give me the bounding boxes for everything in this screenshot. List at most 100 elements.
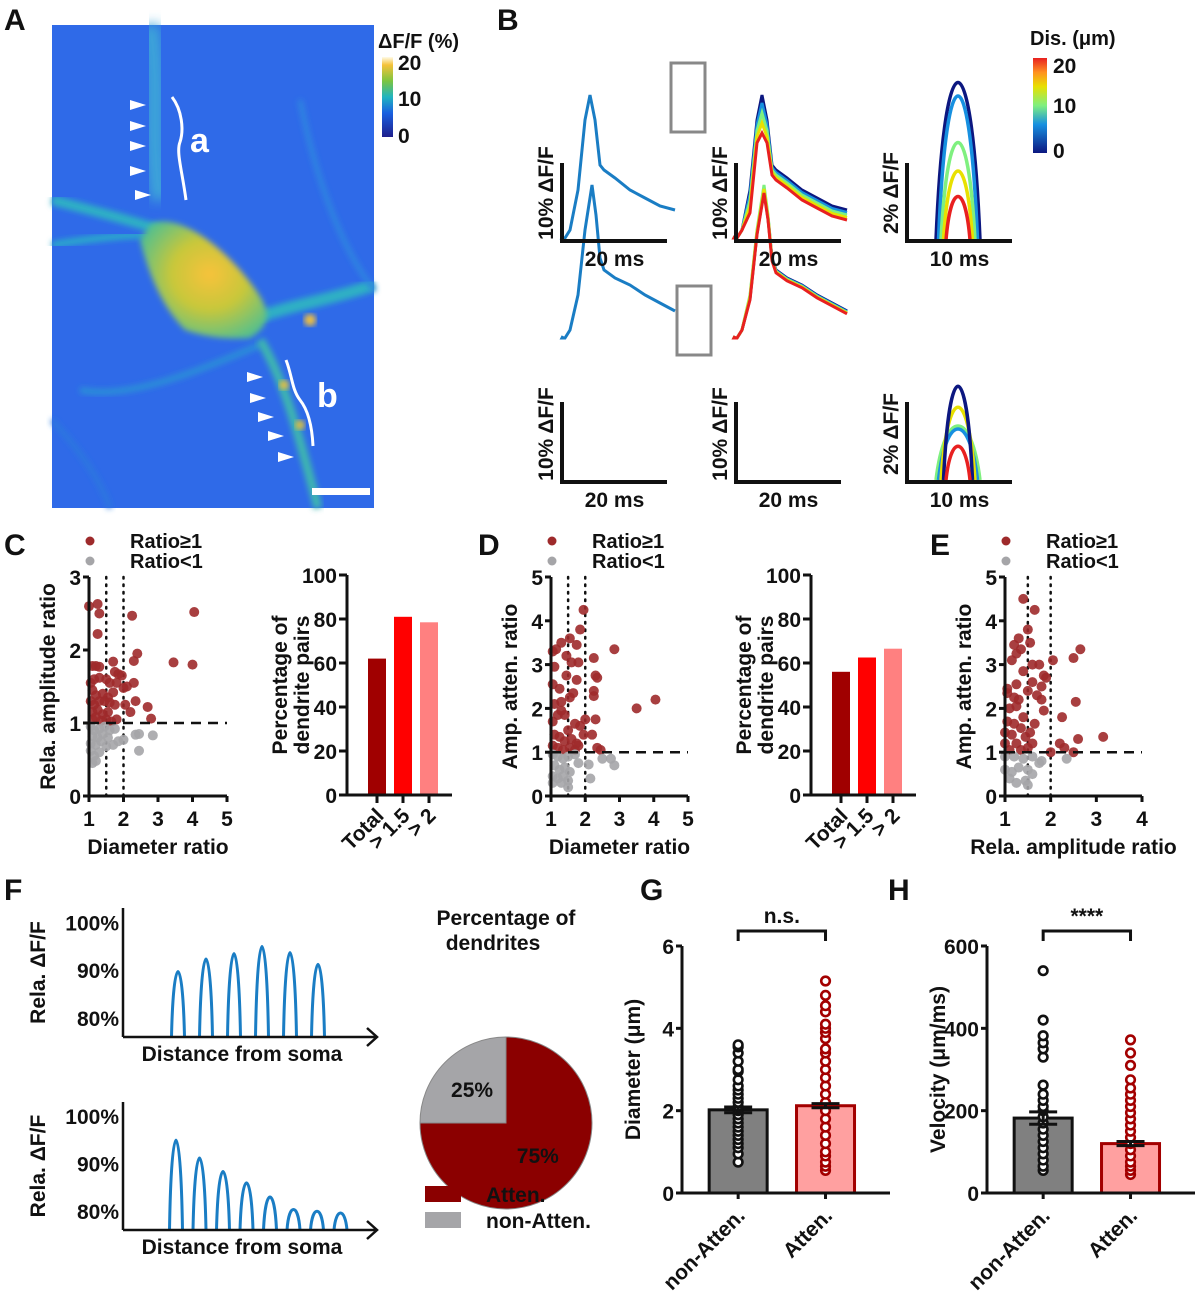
scale-bar-y-label: 2% ΔF/F [880, 393, 903, 475]
scatter-point [547, 716, 558, 727]
x-axis-label: Rela. amplitude ratio [970, 836, 1177, 859]
scatter-point [1070, 696, 1081, 707]
dendrite-label-b: b [317, 377, 338, 415]
trace-zoomed-peak [941, 384, 975, 481]
panel-label-g: G [640, 874, 663, 907]
scatter-point [554, 683, 565, 694]
x-tick-label: 5 [221, 808, 233, 831]
scatter-point [1022, 780, 1033, 791]
legend-d: Ratio≥1 Ratio<1 [547, 531, 665, 573]
error-bar [1116, 1140, 1145, 1148]
panel-label-a: A [4, 4, 26, 37]
scatter-point [134, 728, 145, 739]
peak-curve [170, 970, 186, 1038]
data-point [1124, 1074, 1137, 1086]
scatter-point [1015, 723, 1026, 734]
scatter-point [1009, 751, 1020, 762]
y-axis-label: dendrite pairs [755, 616, 778, 755]
pie-slice-label: 25% [451, 1079, 493, 1102]
arrowheads-a [130, 100, 151, 200]
scatter-point [94, 608, 105, 619]
scatter-point [573, 740, 584, 751]
significance-label: **** [1070, 905, 1104, 928]
trace-zoomed-peak [934, 424, 982, 481]
scale-bar-x-label: 20 ms [585, 248, 645, 271]
pie-slice [419, 1036, 593, 1210]
scatter-point [1075, 644, 1086, 655]
panel-label-b: B [497, 4, 519, 37]
scatter-point [571, 674, 582, 685]
error-bar [1029, 1110, 1058, 1126]
colorbar-b [1033, 58, 1047, 153]
bar [884, 648, 902, 795]
scatter-point [578, 729, 589, 740]
y-tick-label: 4 [531, 611, 543, 634]
legend-swatch [425, 1212, 461, 1228]
scatter-point [1022, 624, 1033, 635]
bracket-b [284, 359, 315, 447]
scatter-point [109, 723, 120, 734]
scatter-point [547, 777, 558, 788]
scale-bar-y-label: 10% ΔF/F [709, 387, 732, 481]
x-tick-label: 3 [1090, 808, 1102, 831]
scatter-point [94, 747, 105, 758]
x-tick-label: 2 [118, 808, 130, 831]
scatter-point [1036, 755, 1047, 766]
colorbar-b-tick: 10 [1053, 95, 1076, 118]
y-tick-label: 100 [302, 565, 337, 588]
scatter-point [116, 670, 127, 681]
legend-marker-ratio-ge [85, 536, 95, 546]
legend-marker-ratio-lt [1001, 556, 1011, 566]
x-tick-label: 1 [545, 808, 557, 831]
pie-slice-label: 75% [517, 1145, 559, 1168]
scatter-point [571, 639, 582, 650]
scatter-point [1022, 685, 1033, 696]
scatter-point [575, 624, 586, 635]
error-bar [724, 1105, 753, 1115]
scatter-point [1027, 659, 1038, 670]
scatter-point [1006, 729, 1017, 740]
scatter-point [556, 777, 567, 788]
scatter-point [1011, 701, 1022, 712]
chart-g: non-Atten. Atten. 0 2 4 6 Diameter (μm) n.s. [622, 905, 890, 1295]
scatter-point [134, 745, 145, 756]
scatter-point [108, 656, 119, 667]
scatter-point [125, 707, 136, 718]
y-tick-label: 3 [985, 655, 997, 678]
scatter-point [556, 705, 567, 716]
scatter-point [189, 607, 200, 618]
scatter-point [587, 729, 598, 740]
y-tick-label: 100% [65, 1106, 119, 1129]
y-tick-label: 4 [662, 1018, 674, 1041]
scatter-point [1013, 762, 1024, 773]
peak-curve [198, 957, 214, 1038]
scatter-point [1020, 731, 1031, 742]
y-tick-label: 0 [789, 785, 801, 808]
significance-label: n.s. [764, 905, 800, 928]
scale-bar-y-label: 10% ΔF/F [535, 146, 558, 240]
x-tick-label: 4 [1136, 808, 1148, 831]
scatter-point [564, 633, 575, 644]
x-tick-label: 4 [187, 808, 199, 831]
x-axis-label: Distance from soma [142, 1043, 343, 1066]
scatter-point [595, 745, 606, 756]
scatter-point [146, 713, 157, 724]
voltage-traces [559, 80, 982, 481]
legend-marker-ratio-lt [85, 556, 95, 566]
scatter-point [1061, 753, 1072, 764]
y-tick-label: 20 [314, 741, 337, 764]
y-tick-label: 80% [77, 1008, 119, 1031]
data-point [1037, 1079, 1049, 1091]
x-tick-label: 1 [83, 808, 95, 831]
y-tick-label: 0 [325, 785, 337, 808]
y-axis-label: Diameter (μm) [622, 999, 645, 1140]
y-tick-label: 2 [985, 698, 997, 721]
y-tick-label: 60 [314, 653, 337, 676]
scale-bars: 20 ms 10% ΔF/F 20 ms 10% ΔF/F 10 ms 2% ΔF/F 20… [535, 146, 1012, 512]
neuron-image [50, 23, 376, 510]
zoom-box-row1 [669, 61, 707, 134]
y-axis-label: Amp. atten. ratio [499, 604, 522, 770]
